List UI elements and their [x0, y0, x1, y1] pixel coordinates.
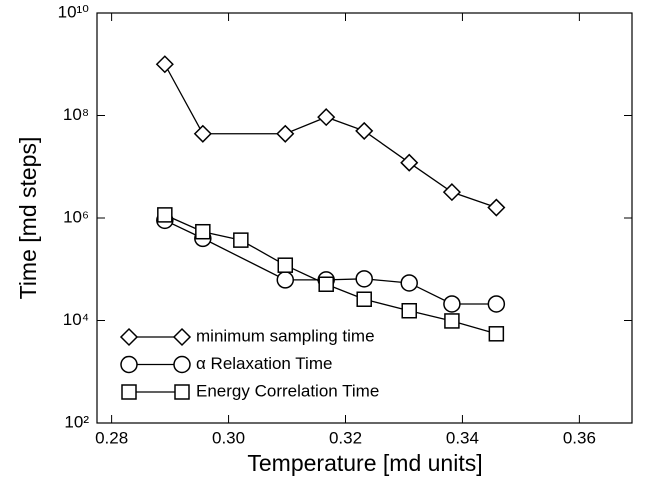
series-line [164, 63, 497, 209]
circle-marker [120, 355, 138, 374]
y-tick-label: 10² [64, 412, 89, 431]
square-marker [157, 207, 173, 223]
square-marker [318, 276, 334, 292]
diamond-marker [155, 55, 174, 74]
x-tick-label: 0.36 [563, 428, 596, 447]
circle-marker [276, 271, 295, 289]
x-tick-label: 0.28 [95, 428, 128, 447]
square-marker [195, 223, 211, 240]
legend-label: Energy Correlation Time [196, 381, 379, 400]
circle-marker [173, 355, 191, 374]
square-marker [277, 257, 294, 273]
square-marker [121, 384, 137, 400]
square-marker [401, 302, 417, 319]
circle-marker [400, 274, 418, 292]
y-tick-label: 10⁸ [63, 105, 89, 124]
x-tick-label: 0.34 [446, 428, 479, 447]
diamond-marker [442, 183, 461, 202]
square-marker [444, 313, 460, 329]
square-marker [233, 232, 249, 248]
diamond-marker [172, 327, 192, 347]
y-tick-label: 10¹⁰ [58, 2, 90, 21]
circle-marker [355, 270, 373, 288]
legend-label: α Relaxation Time [196, 354, 332, 373]
circle-marker [487, 295, 506, 313]
diamond-marker [400, 153, 419, 172]
square-marker [488, 326, 505, 342]
y-tick-label: 10⁶ [63, 207, 89, 226]
circle-marker [443, 295, 461, 313]
x-tick-label: 0.32 [329, 428, 362, 447]
square-marker [356, 291, 372, 307]
x-axis-label: Temperature [md units] [247, 450, 482, 476]
y-tick-label: 10⁴ [63, 310, 89, 329]
diamond-marker [355, 121, 374, 140]
diamond-marker [276, 124, 295, 143]
square-marker [174, 384, 190, 400]
legend-label: minimum sampling time [196, 326, 375, 345]
diamond-marker [193, 124, 212, 143]
diamond-marker [119, 327, 139, 347]
diamond-marker [487, 198, 506, 217]
diamond-marker [317, 108, 336, 127]
y-axis-label: Time [md steps] [15, 137, 41, 300]
x-tick-label: 0.30 [212, 428, 245, 447]
